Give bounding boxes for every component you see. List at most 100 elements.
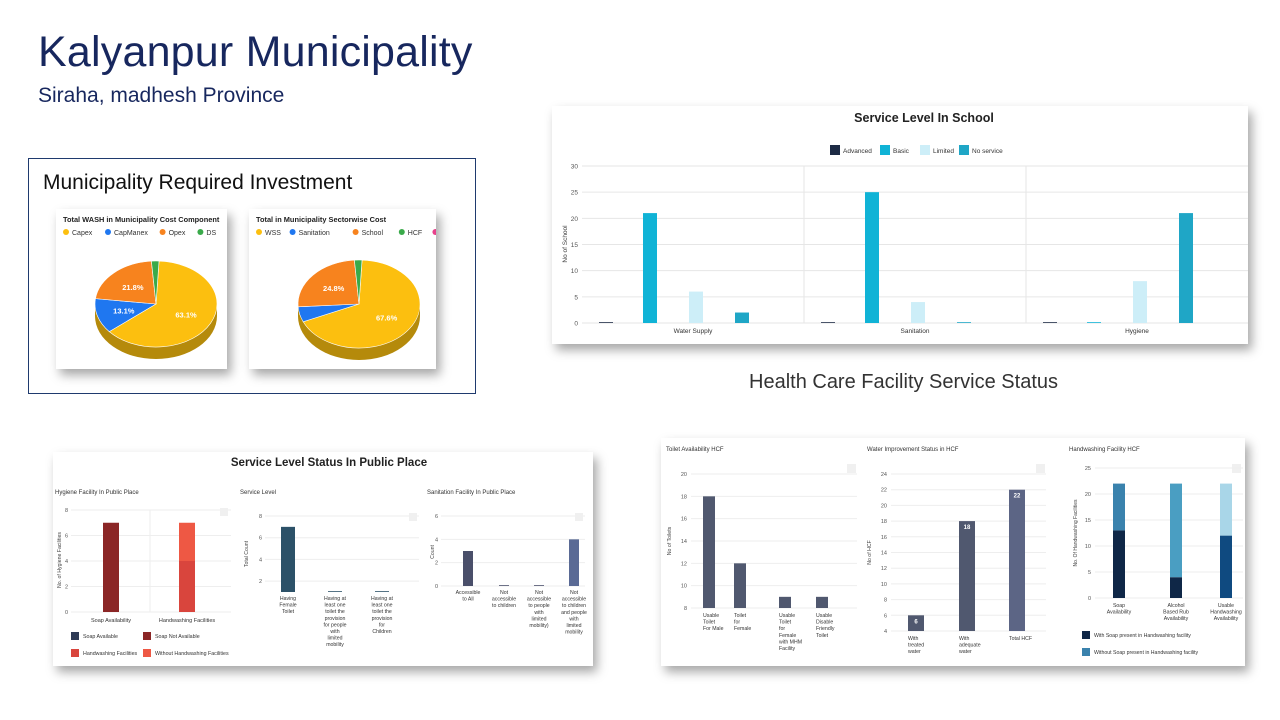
hcf-toilet-x-tick: Facility <box>779 646 796 652</box>
hcf-hand-legend-label: Without Soap present in Handwashing faci… <box>1094 650 1199 656</box>
school-legend-marker <box>920 145 930 155</box>
pp-service-bar <box>281 526 295 592</box>
hcf-toilet-bar <box>779 596 791 608</box>
pie-slice <box>354 259 363 305</box>
pp-hygiene-legend-label: Soap Not Available <box>155 634 200 640</box>
investment-panel: Municipality Required Investment Total W… <box>28 158 476 394</box>
school-service-chart: Service Level In School Advanced Basic Limi… <box>552 106 1248 344</box>
hcf-hand-title: Handwashing Facility HCF <box>1069 447 1140 453</box>
investment-title: Municipality Required Investment <box>43 171 353 194</box>
pie-legend-marker <box>197 229 204 235</box>
hcf-hand-y-tick: 5 <box>1088 570 1091 576</box>
pie-legend-label: CapManex <box>114 230 148 237</box>
pp-sanitation-x-tick: to All <box>462 597 473 603</box>
hcf-hand-bar <box>1220 483 1232 536</box>
hcf-water-title: Water Improvement Status in HCF <box>867 447 959 453</box>
hcf-hand-x-tick: Availability <box>1164 616 1189 622</box>
pp-sanitation-x-tick: limited <box>567 623 582 629</box>
hcf-hand-y-tick: 15 <box>1085 518 1091 524</box>
hcf-hand-x-tick: Availability <box>1214 616 1239 622</box>
pp-hygiene-y-tick: 2 <box>65 585 68 591</box>
hcf-hand-bar <box>1113 530 1125 598</box>
pie-data-label: 24.8% <box>323 284 345 293</box>
pp-sanitation-menu-icon <box>575 513 583 521</box>
hcf-toilet-x-tick: Toilet <box>703 620 716 626</box>
hcf-hand-y-tick: 20 <box>1085 492 1091 498</box>
hcf-toilet-x-tick: Toilet <box>816 633 829 639</box>
hcf-hand-x-tick: Soap <box>1113 603 1125 609</box>
pp-sanitation-x-tick: Accessible <box>456 590 481 596</box>
hcf-toilet-x-tick: with MHM <box>779 639 802 645</box>
hcf-panel: Toilet Availability HCF 8 10 12 14 16 18 20 No o… <box>661 438 1245 666</box>
pp-service-x-tick: for <box>379 622 385 628</box>
pie-legend-marker <box>63 229 69 235</box>
hcf-water-y-tick: 6 <box>884 613 887 619</box>
pp-sanitation-x-tick: mobility) <box>529 623 549 629</box>
school-legend-label: Limited <box>933 148 954 155</box>
hcf-water-data-label: 18 <box>964 525 971 531</box>
hcf-hand-bar <box>1113 483 1125 531</box>
pp-sanitation-bar <box>463 551 473 586</box>
school-y-tick: 0 <box>574 321 578 328</box>
school-bar <box>689 291 703 323</box>
school-bar <box>599 322 613 323</box>
pp-service-x-tick: Having <box>280 596 296 602</box>
hcf-water-y-tick: 24 <box>881 472 887 478</box>
pp-service-x-tick: Toilet <box>282 609 295 615</box>
pp-service-x-tick: toilet the <box>372 609 392 615</box>
pp-service-x-tick: Having at <box>324 596 346 602</box>
pie-legend-marker <box>352 229 359 235</box>
pie-chart-1-svg: Total WASH in Municipality Cost Componen… <box>63 215 220 359</box>
school-x-tick: Water Supply <box>674 328 714 335</box>
pp-service-x-tick: least one <box>371 603 392 609</box>
pp-service-x-tick: for people <box>323 622 346 628</box>
pp-service-title: Service Level <box>240 490 276 496</box>
pp-hygiene-legend-marker <box>143 649 151 657</box>
school-y-tick: 15 <box>571 242 579 249</box>
hcf-hand-bar <box>1170 483 1182 578</box>
pie-data-label: 13.1% <box>113 307 135 316</box>
pie-legend-label: School <box>362 230 384 237</box>
public-place-panel: Service Level Status In Public Place Hygi… <box>53 452 593 666</box>
hcf-water-y-tick: 8 <box>884 598 887 604</box>
pie-legend-label: Opex <box>169 230 186 237</box>
hcf-toilet-x-tick: For Male <box>703 626 724 632</box>
hcf-toilet-bar <box>816 596 828 608</box>
hcf-water-x-tick: water <box>959 649 972 655</box>
pp-hygiene-legend-label: Soap Available <box>83 634 118 640</box>
pp-sanitation-x-tick: mobility <box>565 630 583 636</box>
pp-service-x-tick: Female <box>279 603 296 609</box>
pp-hygiene-y-tick: 8 <box>65 508 68 514</box>
hcf-water-data-label: 6 <box>914 619 918 625</box>
pp-sanitation-x-tick: to people <box>528 603 549 609</box>
school-legend-label: Basic <box>893 148 910 155</box>
hcf-water-y-label: No of HCF <box>867 540 873 565</box>
pp-service-x-tick: Having at <box>371 596 393 602</box>
school-legend-marker <box>880 145 890 155</box>
hcf-toilet-x-tick: for <box>734 620 740 626</box>
pp-hygiene-bar <box>179 522 195 561</box>
hcf-hand-legend-marker <box>1082 631 1090 639</box>
pp-sanitation-x-tick: accessible <box>527 597 551 603</box>
pp-sanitation-x-tick: Not <box>500 590 509 596</box>
pie-legend-label: DS <box>206 230 216 237</box>
hcf-hand-x-tick: Alcohol <box>1167 603 1184 609</box>
pie-title: Total in Municipality Sectorwise Cost <box>256 215 387 224</box>
pp-service-y-label: Total Count <box>244 540 250 567</box>
hcf-water-y-tick: 10 <box>881 582 887 588</box>
school-legend-marker <box>959 145 969 155</box>
pp-hygiene-legend-marker <box>143 632 151 640</box>
pp-hygiene-y-tick: 6 <box>65 534 68 540</box>
school-chart-svg: Service Level In School Advanced Basic Limi… <box>562 111 1248 335</box>
pp-hygiene-title: Hygiene Facility In Public Place <box>55 490 139 496</box>
school-bar <box>643 213 657 323</box>
hcf-hand-x-tick: Usable <box>1218 603 1234 609</box>
hcf-hand-y-tick: 25 <box>1085 466 1091 472</box>
hcf-hand-x-tick: Handwashing <box>1210 610 1242 616</box>
hcf-water-data-label: 22 <box>1014 494 1021 500</box>
hcf-water-y-tick: 16 <box>881 535 887 541</box>
hcf-toilet-title: Toilet Availability HCF <box>666 447 724 453</box>
pp-service-x-tick: with <box>330 629 339 635</box>
hcf-toilet-y-tick: 20 <box>681 472 687 478</box>
pie-legend-marker <box>256 229 262 235</box>
